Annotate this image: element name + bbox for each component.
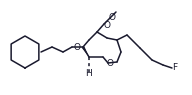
Text: H: H [86,70,92,78]
Text: O: O [107,59,113,68]
Polygon shape [82,46,89,57]
Text: F: F [172,63,178,72]
Text: O: O [74,42,80,51]
Text: O: O [103,21,111,30]
Text: O: O [108,13,116,23]
